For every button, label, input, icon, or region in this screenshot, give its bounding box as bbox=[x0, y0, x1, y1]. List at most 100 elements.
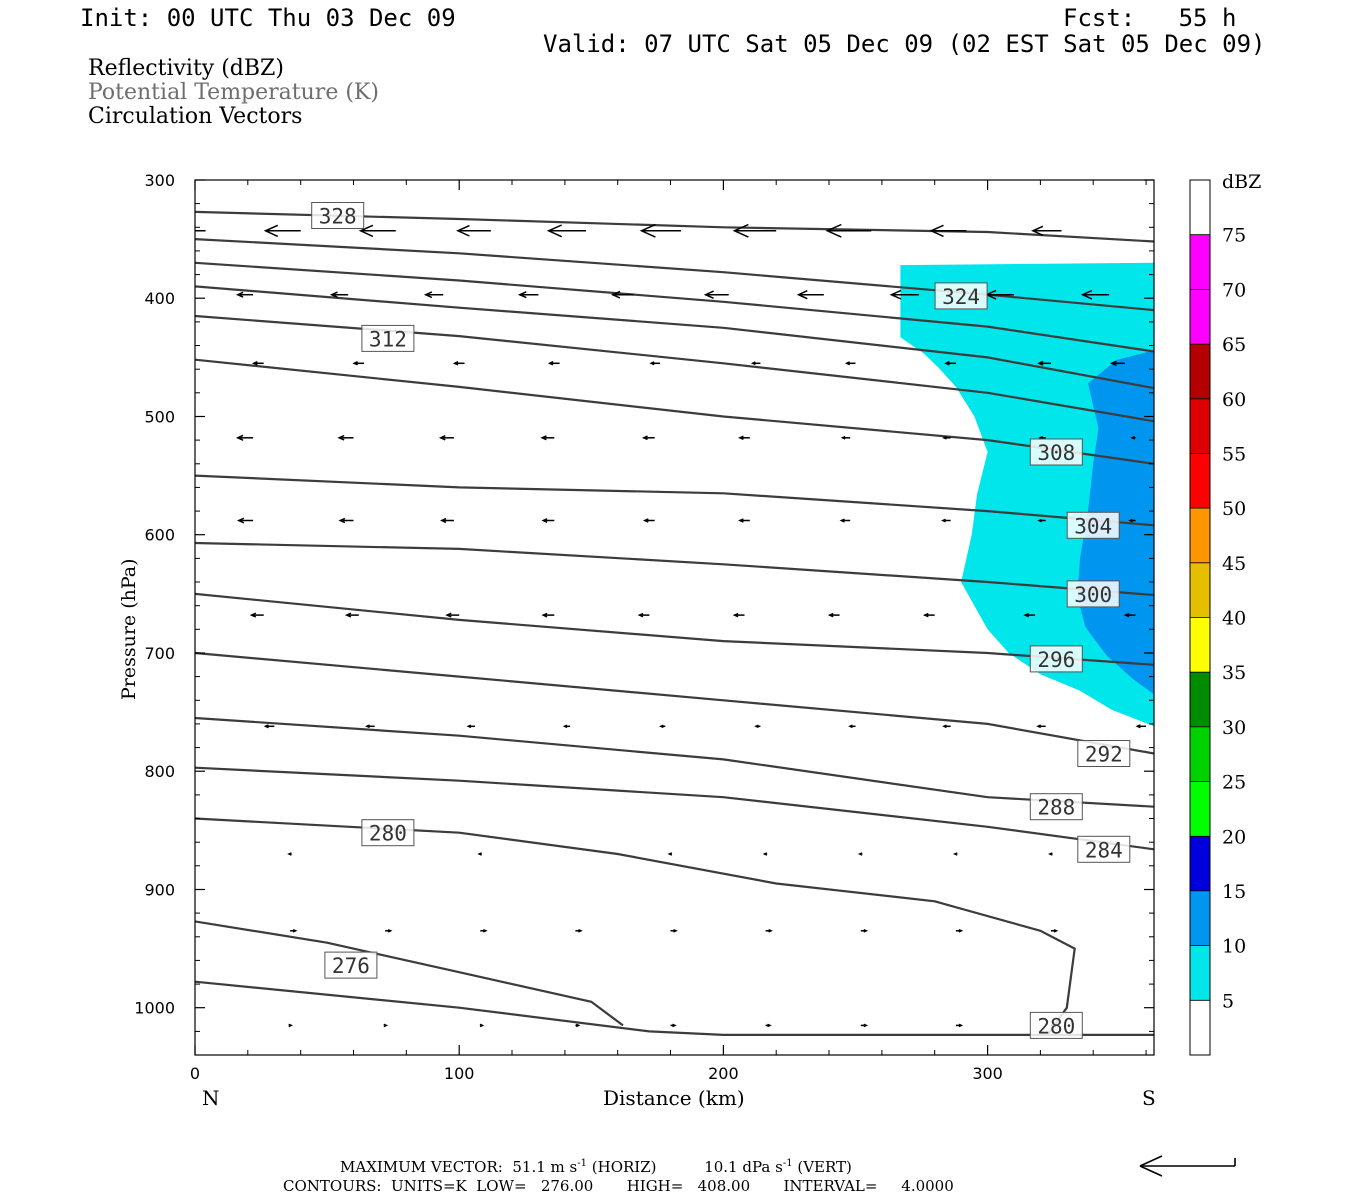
colorbar-cell bbox=[1190, 508, 1210, 563]
field-theta: Potential Temperature (K) bbox=[88, 80, 379, 105]
contour-label-box bbox=[1077, 835, 1131, 863]
y-tick-label: 600 bbox=[144, 526, 175, 545]
vector-arrow-head bbox=[762, 852, 768, 856]
vector-arrow-head bbox=[672, 1023, 677, 1028]
theta-contour-316 bbox=[195, 285, 1154, 390]
x-end-label-s: S bbox=[1142, 1086, 1156, 1110]
contour-label-box bbox=[1029, 438, 1083, 466]
contour-label-box bbox=[361, 324, 415, 352]
colorbar-label: 50 bbox=[1222, 498, 1246, 520]
valid-time: Valid: 07 UTC Sat 05 Dec 09 (02 EST Sat … bbox=[543, 30, 1266, 58]
vector-arrow-head bbox=[796, 290, 808, 300]
vector-arrow-head bbox=[1053, 929, 1059, 933]
colorbar-cell bbox=[1190, 672, 1210, 727]
contour-label: 324 bbox=[942, 285, 980, 309]
vector-arrow-head bbox=[857, 852, 863, 856]
y-tick-label: 400 bbox=[144, 289, 175, 308]
vector-arrow-head bbox=[889, 289, 902, 300]
x-tick-label: 200 bbox=[708, 1064, 739, 1083]
vector-arrow-head bbox=[839, 518, 845, 523]
footer-horiz-sup: -1 bbox=[577, 1158, 587, 1169]
vector-arrow-head bbox=[540, 435, 547, 441]
vector-arrow-head bbox=[251, 361, 258, 366]
vector-arrow-head bbox=[942, 435, 947, 440]
theta-contour-292 bbox=[195, 651, 1154, 755]
vector-arrow-head bbox=[958, 1023, 964, 1028]
colorbar-title: dBZ bbox=[1222, 171, 1261, 193]
vector-arrow-head bbox=[479, 1023, 485, 1028]
contour-label-box bbox=[311, 202, 365, 229]
vector-arrow-head bbox=[637, 612, 644, 618]
colorbar-label: 5 bbox=[1222, 990, 1234, 1012]
contour-label: 328 bbox=[319, 205, 357, 229]
vector-arrow-head bbox=[754, 724, 759, 729]
vector-arrow-head bbox=[825, 223, 842, 238]
colorbar-label: 10 bbox=[1222, 936, 1246, 958]
theta-contour-280 bbox=[195, 980, 1154, 1037]
y-tick-label: 1000 bbox=[134, 999, 175, 1018]
contour-label-box bbox=[1066, 580, 1120, 608]
vector-arrow-head bbox=[337, 434, 345, 441]
vector-arrow-head bbox=[639, 223, 656, 238]
vector-arrow-head bbox=[383, 1023, 389, 1028]
vector-arrow-head bbox=[844, 361, 851, 366]
contour-label-box bbox=[1029, 1011, 1083, 1039]
field-vectors: Circulation Vectors bbox=[88, 104, 303, 129]
vector-arrow-head bbox=[482, 929, 488, 933]
vector-arrow-head bbox=[438, 435, 446, 441]
vector-arrow-head bbox=[170, 225, 182, 236]
vector-arrow-head bbox=[236, 517, 245, 524]
footer-max-label: MAXIMUM VECTOR: bbox=[340, 1158, 503, 1176]
contour-labels: 328 324 312 308 304 300 296 292 288 284 280 276 280 bbox=[311, 202, 1131, 1039]
colorbar-label: 20 bbox=[1222, 826, 1246, 848]
vector-arrow-head bbox=[1135, 724, 1141, 729]
vector-arrow-head bbox=[546, 224, 563, 238]
vector-arrow-head bbox=[750, 361, 756, 366]
vector-arrow-head bbox=[439, 517, 447, 524]
contour-label-box bbox=[1066, 511, 1120, 539]
y-tick-label: 700 bbox=[144, 644, 175, 663]
vector-arrow-head bbox=[1130, 435, 1136, 440]
vector-arrow-head bbox=[263, 724, 269, 729]
contour-label-box bbox=[361, 819, 415, 847]
footer-vert-sup: -1 bbox=[782, 1158, 793, 1169]
colorbar-cell bbox=[1190, 836, 1210, 891]
vector-arrow-head bbox=[541, 612, 548, 618]
vector-arrow-head bbox=[1036, 724, 1042, 729]
vector-arrow-head bbox=[738, 518, 744, 523]
vector-arrow-head bbox=[667, 852, 673, 856]
vector-arrow-head bbox=[249, 612, 257, 618]
colorbar-label: 65 bbox=[1222, 334, 1246, 356]
theta-contour-284 bbox=[195, 766, 1154, 851]
colorbar-cell bbox=[1190, 289, 1210, 345]
vector-arrow-head bbox=[732, 612, 739, 618]
contour-label: 308 bbox=[1037, 441, 1075, 465]
vector-arrow-head bbox=[358, 224, 374, 238]
vector-arrow-head bbox=[288, 1023, 293, 1028]
reference-vector bbox=[1139, 1155, 1236, 1177]
vector-arrow-head bbox=[922, 612, 929, 618]
colorbar-cell-top bbox=[1190, 180, 1210, 235]
theta-contour-328 bbox=[195, 210, 1154, 243]
vector-arrow-head bbox=[848, 724, 853, 729]
vector-arrow-head bbox=[1037, 518, 1042, 523]
vector-arrow-head bbox=[466, 724, 472, 729]
y-axis-label: Pressure (hPa) bbox=[118, 558, 140, 700]
colorbar-cell bbox=[1190, 726, 1210, 782]
colorbar-label: 30 bbox=[1222, 717, 1246, 739]
vector-arrow-head bbox=[944, 361, 950, 366]
contour-label-box bbox=[934, 282, 988, 310]
vector-arrow-head bbox=[1037, 360, 1044, 366]
vector-arrow-head bbox=[827, 612, 834, 618]
vector-arrow-head bbox=[338, 517, 346, 524]
vector-arrow-head bbox=[292, 929, 298, 933]
colorbar-label: 60 bbox=[1222, 389, 1246, 411]
colorbar-label: 45 bbox=[1222, 553, 1246, 575]
vector-arrow-head bbox=[642, 518, 649, 523]
colorbar-label: 25 bbox=[1222, 772, 1246, 794]
vector-arrow-head bbox=[1128, 518, 1133, 523]
vector-arrow-head bbox=[477, 852, 483, 856]
footer-horiz-value: 51.1 m s bbox=[512, 1158, 578, 1176]
colorbar-label: 55 bbox=[1222, 443, 1246, 465]
field-reflectivity: Reflectivity (dBZ) bbox=[88, 56, 284, 81]
